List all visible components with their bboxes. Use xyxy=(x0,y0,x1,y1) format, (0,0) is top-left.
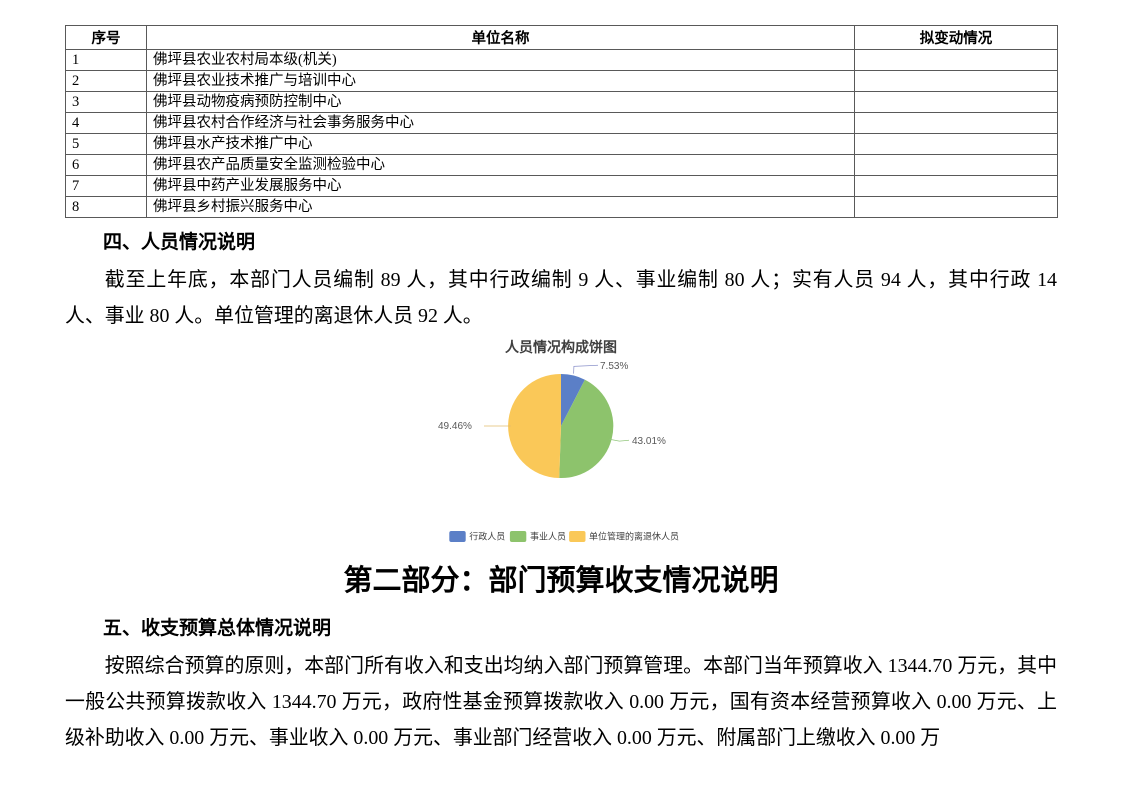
svg-text:7.53%: 7.53% xyxy=(600,361,628,372)
svg-text:行政人员: 行政人员 xyxy=(469,531,505,542)
svg-text:事业人员: 事业人员 xyxy=(530,531,566,542)
svg-text:单位管理的离退休人员: 单位管理的离退休人员 xyxy=(589,531,679,542)
svg-text:43.01%: 43.01% xyxy=(632,436,666,447)
svg-text:人员情况构成饼图: 人员情况构成饼图 xyxy=(505,339,617,355)
svg-text:49.46%: 49.46% xyxy=(438,421,472,432)
